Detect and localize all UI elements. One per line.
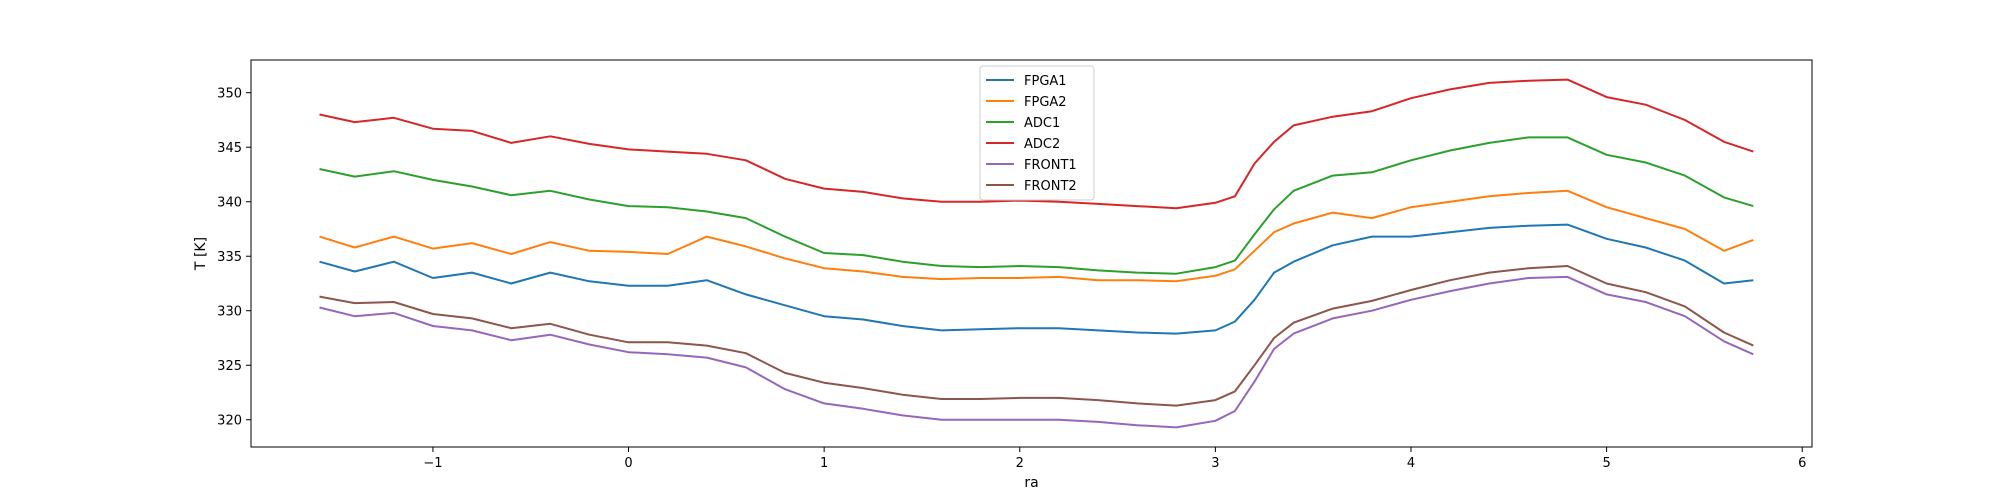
series-line-fpga2 xyxy=(319,189,1754,283)
y-axis-label: T [K] xyxy=(193,237,209,271)
series-line-adc1 xyxy=(319,136,1754,275)
series-lines xyxy=(319,78,1754,429)
y-axis-ticks: 320 325 330 335 340 345 350 xyxy=(217,87,251,429)
x-tick-label: 5 xyxy=(1602,456,1610,471)
legend: FPGA1 FPGA2 ADC1 ADC2 FRONT1 FRONT2 xyxy=(979,65,1095,201)
legend-label: ADC1 xyxy=(1024,116,1060,131)
x-tick-label: 3 xyxy=(1211,456,1219,471)
x-tick-label: 2 xyxy=(1016,456,1024,471)
series-line-fpga1 xyxy=(319,223,1754,335)
legend-label: FRONT1 xyxy=(1024,158,1077,173)
y-tick-label: 340 xyxy=(217,196,242,211)
y-tick-label: 335 xyxy=(217,250,242,265)
legend-box xyxy=(979,65,1095,201)
y-tick-label: 320 xyxy=(217,414,242,429)
series-line-front2 xyxy=(319,265,1754,407)
plot-area-frame xyxy=(250,59,1813,448)
legend-label: FRONT2 xyxy=(1024,179,1077,194)
series-line-front1 xyxy=(319,275,1754,429)
y-tick-label: 345 xyxy=(217,141,242,156)
x-axis-ticks: −1 0 1 2 3 4 5 6 xyxy=(423,447,1806,471)
series-line-adc2 xyxy=(319,78,1754,210)
y-tick-label: 325 xyxy=(217,359,242,374)
x-axis-label: ra xyxy=(1024,475,1038,491)
legend-label: FPGA1 xyxy=(1024,74,1067,89)
legend-label: FPGA2 xyxy=(1024,95,1067,110)
x-tick-label: −1 xyxy=(423,456,442,471)
x-tick-label: 4 xyxy=(1407,456,1415,471)
y-tick-label: 330 xyxy=(217,305,242,320)
x-tick-label: 0 xyxy=(624,456,632,471)
y-tick-label: 350 xyxy=(217,87,242,102)
legend-label: ADC2 xyxy=(1024,137,1060,152)
x-tick-label: 6 xyxy=(1798,456,1806,471)
x-tick-label: 1 xyxy=(820,456,828,471)
